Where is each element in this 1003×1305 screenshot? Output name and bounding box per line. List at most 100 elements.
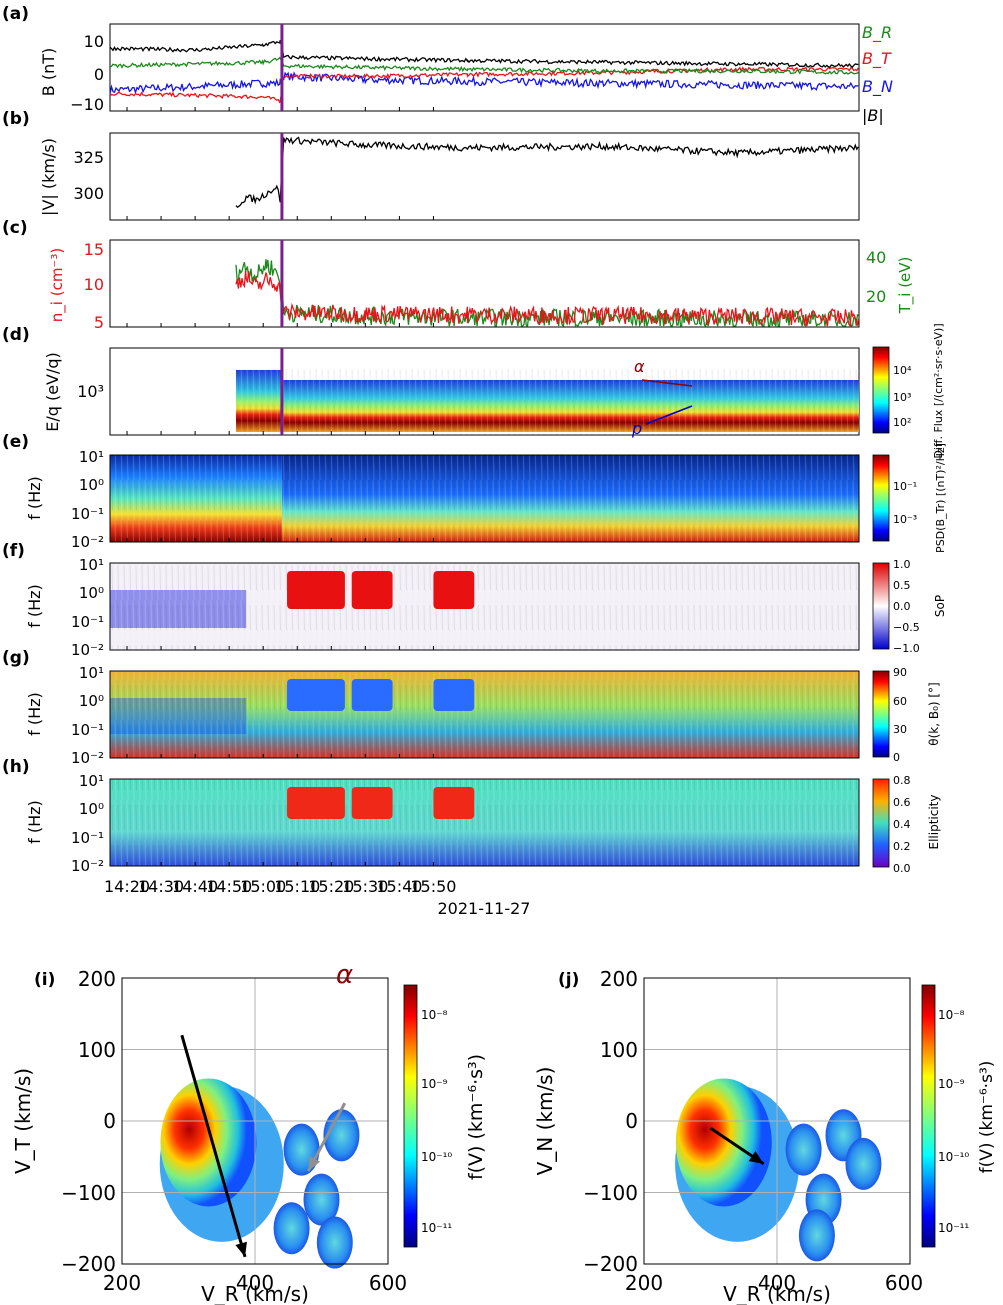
ytick-e-1: 10¹ xyxy=(79,448,104,466)
cbtick-f-4: −0.5 xyxy=(893,621,920,634)
panel-j: (j) 200 100 0 −100 −200 200 400 600 V_R … xyxy=(533,967,997,1305)
cblabel-f: SoP xyxy=(933,595,947,617)
xtick-i-3: 600 xyxy=(369,1271,407,1295)
xtick-j-3: 600 xyxy=(885,1271,923,1295)
sop-wave-patches xyxy=(287,571,475,609)
colorbar-f xyxy=(872,562,890,650)
ytick-i-1: 200 xyxy=(78,967,116,991)
cbtick-i-2: 10⁻⁹ xyxy=(421,1077,448,1091)
time-tick-label-6: 15:10 xyxy=(274,877,320,896)
colorbar-e xyxy=(872,454,890,542)
axes-i xyxy=(121,977,389,1265)
theta-texture xyxy=(110,671,859,758)
ytick-j-3: 0 xyxy=(625,1109,638,1133)
time-tick-label-1: 14:20 xyxy=(104,877,150,896)
panel-label-a: (a) xyxy=(2,4,29,24)
ylabel-e: f (Hz) xyxy=(25,476,44,520)
panel-label-h: (h) xyxy=(2,757,30,777)
theta-patch-2 xyxy=(351,679,393,711)
ytick-h-2: 10⁰ xyxy=(79,800,104,818)
time-tick-label-2: 14:30 xyxy=(138,877,184,896)
ytick-j-4: −100 xyxy=(583,1181,638,1205)
ytick-e-2: 10⁰ xyxy=(79,476,104,494)
ytick-h-3: 10⁻¹ xyxy=(71,829,104,847)
series-line-bt xyxy=(109,66,859,104)
panel-label-c: (c) xyxy=(2,218,28,238)
panel-h: (h) f (Hz) 10¹ 10⁰ 10⁻¹ 10⁻² 0.8 0.6 0.4… xyxy=(2,757,941,875)
legend-b: |B| xyxy=(862,106,884,125)
panel-label-j: (j) xyxy=(558,970,579,990)
ytick-h-1: 10¹ xyxy=(79,772,104,790)
cbtick-g-4: 0 xyxy=(893,751,900,764)
sop-texture xyxy=(110,563,859,650)
panel-label-i: (i) xyxy=(34,970,55,990)
ellipticity-patch-1 xyxy=(287,787,345,819)
contour-core xyxy=(675,1078,772,1207)
ytick-i-4: −100 xyxy=(61,1181,116,1205)
ytick-a-2: 0 xyxy=(94,65,104,84)
cblabel-j: f(V) (km⁻⁶·s³) xyxy=(977,1061,997,1174)
cbtick-f-5: −1.0 xyxy=(893,642,920,655)
cblabel-d: Diff. Flux [/(cm²·sr·s·eV)] xyxy=(932,323,945,458)
time-axis: 14:2014:3014:4014:5015:0015:1015:2015:30… xyxy=(104,24,456,896)
ylabel-c-right: T_i (eV) xyxy=(896,257,915,315)
legend-bt: B_T xyxy=(862,49,892,69)
cbtick-f-3: 0.0 xyxy=(893,600,911,613)
colorbar-d xyxy=(872,346,890,434)
xtick-i-1: 200 xyxy=(103,1271,141,1295)
plot-area-a xyxy=(109,39,859,104)
panel-i: (i) α 200 100 0 −100 −200 200 400 600 V_… xyxy=(11,960,487,1305)
alpha-label-d: α xyxy=(634,357,645,376)
cbtick-j-4: 10⁻¹¹ xyxy=(938,1221,969,1235)
axes-f xyxy=(109,562,860,651)
panel-c: (c) n_i (cm⁻³) 15 10 5 40 20 T_i (eV) xyxy=(2,218,915,332)
flux-texture xyxy=(235,369,859,435)
ytick-e-4: 10⁻² xyxy=(71,533,104,551)
cbtick-h-3: 0.4 xyxy=(893,818,911,831)
xtick-j-2: 400 xyxy=(758,1271,796,1295)
cbtick-d-3: 10² xyxy=(893,416,911,429)
ytick-i-3: 0 xyxy=(103,1109,116,1133)
theta-wave-patches xyxy=(287,679,475,711)
panel-a: (a) B (nT) 10 0 −10 B_R B_T B_N |B| xyxy=(2,4,893,125)
contour-j xyxy=(675,1078,882,1262)
panel-label-d: (d) xyxy=(2,325,30,345)
ytick-e-3: 10⁻¹ xyxy=(71,505,104,523)
cbtick-g-1: 90 xyxy=(893,666,907,679)
theta-patch-1 xyxy=(287,679,345,711)
ylabel-f: f (Hz) xyxy=(25,584,44,628)
series-line-speed xyxy=(235,136,859,209)
series-line-bn xyxy=(109,71,859,95)
cbtick-d-1: 10⁴ xyxy=(893,364,912,377)
legend-br: B_R xyxy=(862,23,892,43)
contour-secondary-1 xyxy=(283,1123,320,1176)
ylabel-i: V_T (km/s) xyxy=(11,1068,35,1174)
contour-secondary-1 xyxy=(785,1123,822,1176)
date-label: 2021-11-27 xyxy=(438,899,531,918)
panel-d: (d) α p E/q (eV/q) 10³ 10⁴ 10³ 10² Diff.… xyxy=(2,323,945,458)
ytick-c-l3: 5 xyxy=(94,313,104,332)
time-tick-label-8: 15:30 xyxy=(342,877,388,896)
sop-patch-1 xyxy=(287,571,345,609)
contour-secondary-5 xyxy=(316,1216,353,1269)
arrow-i xyxy=(180,1034,247,1258)
ellipticity-patch-3 xyxy=(433,787,475,819)
time-tick-label-3: 14:40 xyxy=(172,877,218,896)
ytick-j-2: 100 xyxy=(600,1038,638,1062)
ytick-c-l1: 15 xyxy=(84,240,104,259)
sop-patch-2 xyxy=(351,571,393,609)
ytick-f-4: 10⁻² xyxy=(71,641,104,659)
panel-e: (e) f (Hz) 10¹ 10⁰ 10⁻¹ 10⁻² 10⁻¹ 10⁻³ P… xyxy=(2,432,947,553)
ytick-d: 10³ xyxy=(77,382,104,401)
cblabel-e: PSD(B_Tr) [(nT)²/Hz] xyxy=(934,443,947,553)
ellipticity-wave-patches xyxy=(287,787,475,819)
ytick-g-1: 10¹ xyxy=(79,664,104,682)
time-tick-label-7: 15:20 xyxy=(308,877,354,896)
theta-patch-3 xyxy=(433,679,475,711)
ytick-f-3: 10⁻¹ xyxy=(71,613,104,631)
ytick-f-1: 10¹ xyxy=(79,556,104,574)
ytick-g-4: 10⁻² xyxy=(71,749,104,767)
ytick-g-2: 10⁰ xyxy=(79,692,104,710)
legend-bn: B_N xyxy=(862,77,893,97)
panel-g: (g) f (Hz) 10¹ 10⁰ 10⁻¹ 10⁻² 90 60 30 0 … xyxy=(2,648,941,767)
